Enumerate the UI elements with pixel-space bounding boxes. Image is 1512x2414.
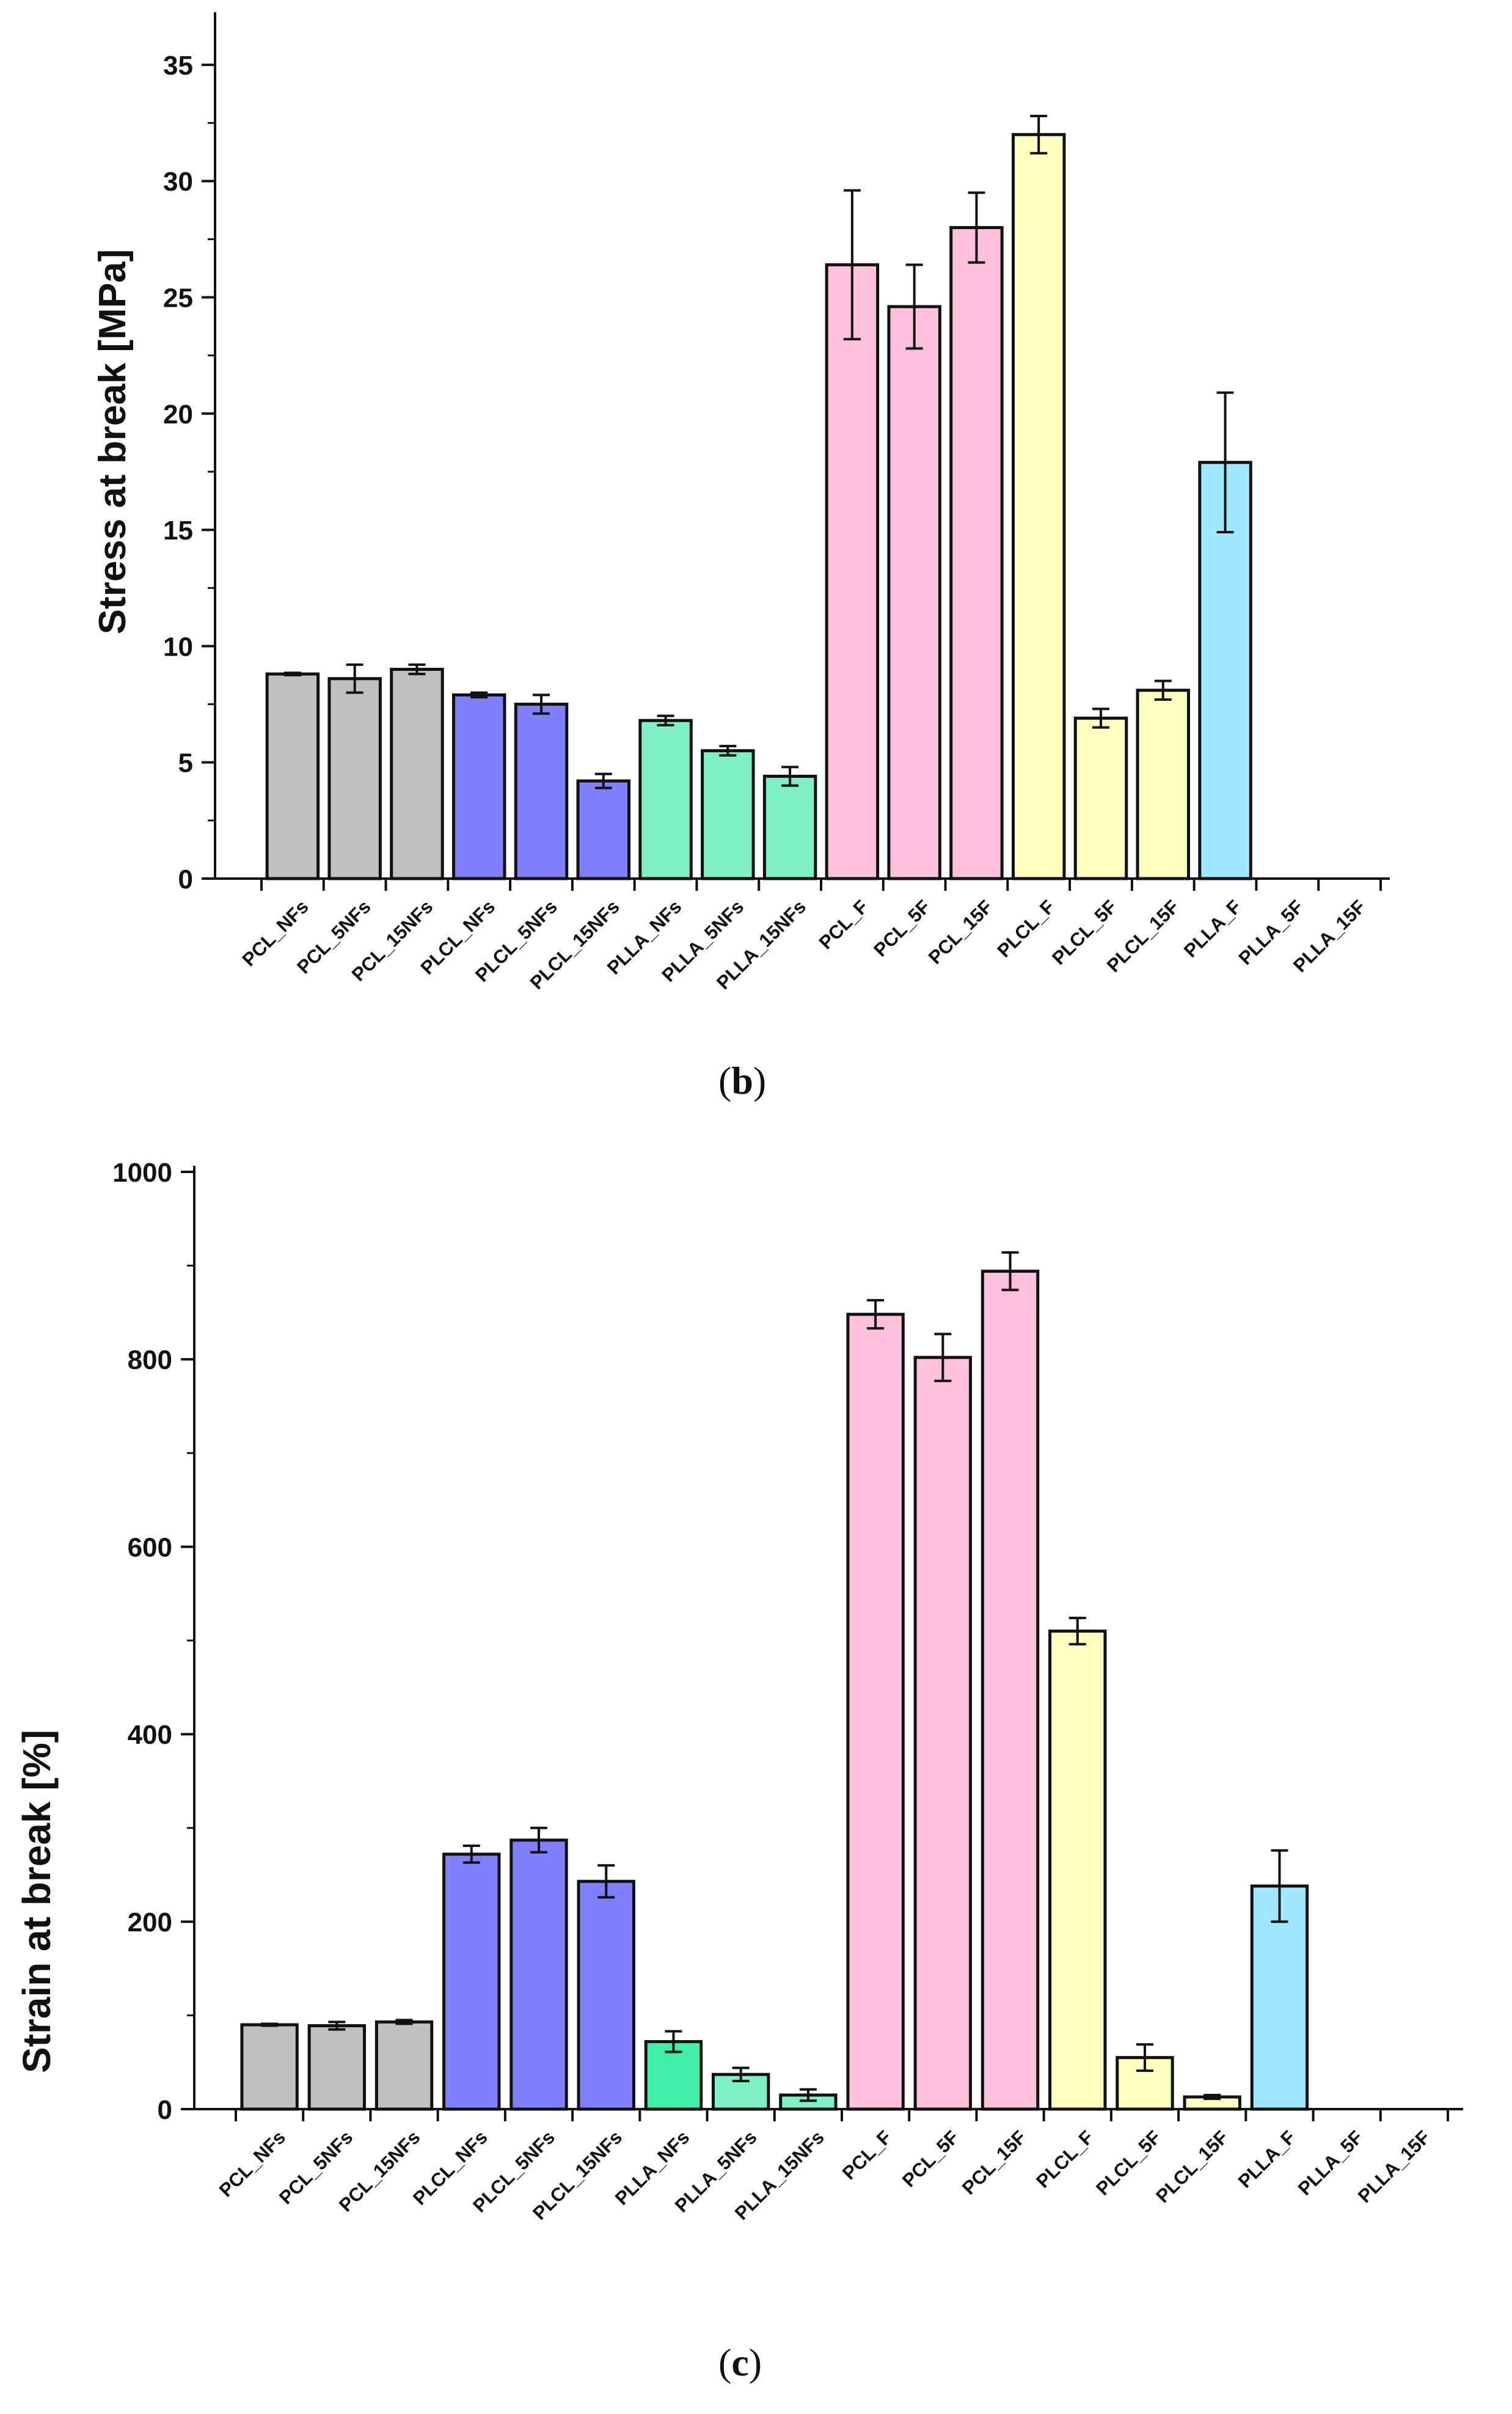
bar-pcl-15f [981, 1270, 1040, 2111]
bar-plcl-15nfs [577, 1879, 635, 2111]
bar-pcl-15nfs [374, 2020, 434, 2111]
category-label: PLLA_15F [1354, 2126, 1434, 2207]
category-label: PCL_5F [869, 896, 934, 960]
y-tick-label: 1000 [112, 1158, 172, 1188]
bar-plcl-f [1011, 133, 1066, 880]
y-tick-label: 800 [128, 1345, 172, 1375]
panel-label-c: (c) [718, 2341, 762, 2384]
y-tick-label: 20 [163, 400, 193, 430]
bar-pcl-f [846, 1312, 905, 2111]
panel-label-b: (b) [718, 1059, 767, 1102]
bar-plcl-5nfs [509, 1838, 568, 2111]
y-tick-label: 10 [163, 632, 193, 662]
category-label: PLCL_5F [1092, 2126, 1165, 2200]
category-label: PLCL_15F [1152, 2126, 1232, 2207]
x-axis [215, 877, 1390, 891]
category-label: PLCL_F [1032, 2126, 1098, 2192]
y-axis: 0 5 10 15 20 25 30 35 [163, 12, 216, 894]
y-tick-label: 25 [163, 283, 193, 313]
category-label: PLLA_F [1180, 896, 1246, 962]
category-label: PCL_5F [898, 2126, 963, 2191]
y-tick-label: 30 [163, 167, 193, 197]
bar-pcl-nfs [240, 2023, 299, 2111]
category-labels: PCL_NFsPCL_5NFsPCL_15NFsPLCL_NFsPLCL_5NF… [238, 896, 1370, 993]
y-axis: 0 200 400 600 800 1000 [112, 1158, 195, 2125]
bar-plla-5nfs [701, 749, 755, 880]
x-axis [194, 2108, 1463, 2121]
category-label: PLCL_F [993, 896, 1059, 962]
category-label: PCL_F [815, 896, 872, 953]
bar-plcl-nfs [451, 693, 506, 880]
bar-pcl-15f [949, 225, 1004, 880]
bar-pcl-nfs [265, 672, 320, 880]
y-tick-label: 5 [178, 748, 193, 778]
error-bars [283, 114, 1234, 789]
bar-pcl-5f [887, 305, 941, 880]
error-bars [261, 1251, 1288, 2102]
y-tick-label: 600 [128, 1532, 172, 1562]
bar-plcl-nfs [442, 1853, 501, 2111]
bar-plcl-15f [1136, 689, 1191, 880]
y-tick-label: 200 [128, 1907, 172, 1937]
y-tick-label: 0 [178, 865, 193, 894]
bar-plcl-f [1048, 1629, 1107, 2111]
bar-plcl-5f [1073, 716, 1128, 880]
bar-plla-nfs [638, 719, 693, 880]
y-axis-title: Strain at break [%] [15, 1730, 59, 2073]
category-label: PLLA_5F [1294, 2126, 1367, 2200]
category-label: PCL_F [838, 2126, 896, 2184]
bar-pcl-5nfs [307, 2024, 367, 2111]
stress-at-break-chart: 0 5 10 15 20 25 30 35 PCL_NFsPCL_5NFsPCL_15NFsP… [92, 12, 1390, 993]
category-label: PLLA_F [1234, 2126, 1300, 2192]
y-tick-label: 0 [158, 2095, 172, 2125]
y-tick-label: 400 [128, 1720, 172, 1750]
category-labels: PCL_NFsPCL_5NFsPCL_15NFsPLCL_NFsPLCL_5NF… [215, 2126, 1434, 2224]
bar-plcl-15nfs [576, 779, 631, 880]
category-label: PCL_15F [958, 2126, 1031, 2199]
bar-pcl-5f [913, 1356, 973, 2111]
bar-pcl-f [825, 263, 880, 880]
bars [240, 1270, 1309, 2111]
y-tick-label: 15 [163, 516, 193, 546]
y-tick-label: 35 [163, 51, 193, 81]
strain-at-break-chart: 0 200 400 600 800 1000 PCL_NFsPCL_5NFsPCL_15N… [15, 1158, 1463, 2224]
bar-plla-15nfs [762, 775, 817, 880]
bar-pcl-5nfs [327, 677, 382, 880]
bars [265, 133, 1252, 880]
category-label: PCL_15F [924, 896, 997, 968]
y-axis-title: Stress at break [MPa] [92, 249, 134, 635]
bar-pcl-15nfs [390, 668, 444, 880]
bar-plcl-5nfs [514, 703, 569, 880]
